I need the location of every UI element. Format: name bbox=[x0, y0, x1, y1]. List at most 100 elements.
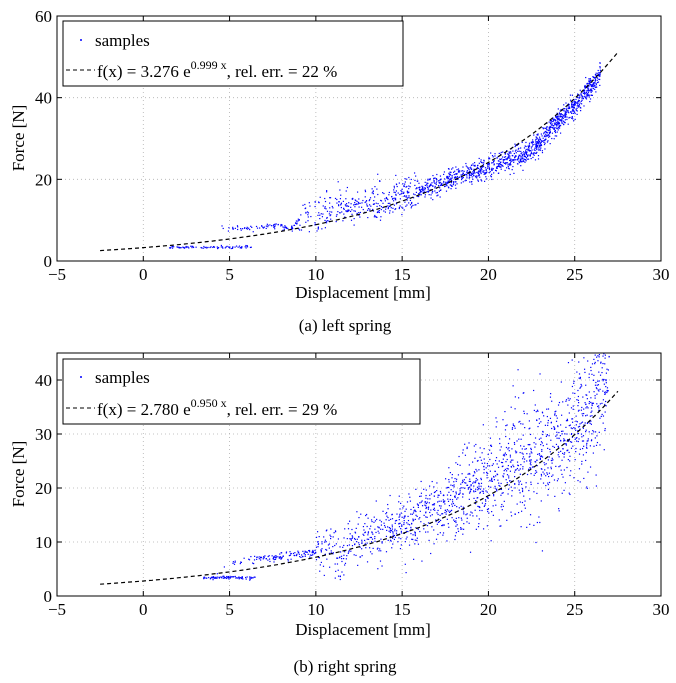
sample-point bbox=[578, 103, 581, 106]
sample-point bbox=[398, 523, 400, 525]
sample-point bbox=[591, 410, 593, 412]
sample-point bbox=[589, 88, 591, 90]
sample-point bbox=[571, 432, 573, 435]
sample-point bbox=[348, 550, 350, 552]
sample-point bbox=[339, 546, 341, 548]
sample-point bbox=[520, 156, 522, 158]
sample-point bbox=[507, 156, 509, 158]
sample-point bbox=[461, 528, 463, 530]
sample-point bbox=[507, 165, 509, 168]
sample-point bbox=[480, 159, 482, 161]
sample-point bbox=[469, 473, 471, 475]
sample-point bbox=[411, 513, 413, 515]
sample-point bbox=[341, 558, 343, 560]
sample-point bbox=[533, 409, 535, 412]
sample-point bbox=[195, 246, 197, 248]
sample-point bbox=[529, 498, 531, 500]
sample-point bbox=[543, 135, 546, 138]
sample-point bbox=[249, 576, 251, 578]
sample-point bbox=[370, 525, 372, 527]
sample-point bbox=[593, 445, 595, 447]
sample-point bbox=[476, 177, 478, 179]
sample-point bbox=[367, 538, 370, 540]
sample-point bbox=[287, 560, 289, 562]
sample-point bbox=[482, 171, 485, 173]
sample-point bbox=[577, 426, 580, 428]
sample-point bbox=[389, 531, 391, 533]
sample-point bbox=[369, 536, 371, 539]
sample-point bbox=[391, 526, 393, 528]
sample-point bbox=[505, 479, 507, 481]
sample-point bbox=[587, 93, 589, 96]
sample-point bbox=[596, 393, 598, 395]
sample-point bbox=[392, 200, 395, 202]
sample-point bbox=[252, 562, 254, 564]
sample-point bbox=[262, 227, 265, 229]
sample-point bbox=[511, 490, 513, 492]
legend-samples-label: samples bbox=[95, 368, 150, 387]
sample-point bbox=[450, 184, 452, 186]
sample-point bbox=[406, 178, 408, 180]
sample-point bbox=[403, 523, 405, 526]
sample-point bbox=[509, 162, 511, 165]
sample-point bbox=[462, 493, 464, 495]
sample-point bbox=[594, 78, 597, 80]
sample-point bbox=[307, 220, 309, 222]
sample-point bbox=[587, 94, 589, 97]
sample-point bbox=[502, 151, 504, 153]
sample-point bbox=[571, 107, 573, 109]
sample-point bbox=[414, 518, 416, 520]
sample-point bbox=[543, 143, 546, 146]
sample-point bbox=[573, 107, 575, 109]
sample-point bbox=[491, 464, 493, 467]
sample-point bbox=[297, 218, 299, 220]
sample-point bbox=[541, 442, 543, 444]
sample-point bbox=[548, 129, 551, 131]
sample-point bbox=[525, 148, 527, 151]
sample-point bbox=[259, 227, 261, 229]
sample-point bbox=[447, 498, 449, 500]
legend: samples f(x) = 3.276 e0.999 x, rel. err.… bbox=[62, 20, 404, 87]
sample-point bbox=[534, 141, 537, 143]
sample-point bbox=[543, 415, 545, 417]
sample-point bbox=[476, 171, 478, 174]
sample-point bbox=[457, 168, 460, 170]
sample-point bbox=[564, 433, 566, 435]
sample-point bbox=[308, 231, 310, 233]
sample-point bbox=[523, 504, 526, 506]
sample-point bbox=[362, 533, 364, 535]
sample-point bbox=[589, 422, 591, 424]
sample-point bbox=[398, 207, 400, 210]
sample-point bbox=[350, 538, 352, 540]
sample-point bbox=[478, 469, 480, 471]
sample-point bbox=[520, 165, 522, 167]
sample-point bbox=[466, 166, 468, 168]
sample-point bbox=[555, 435, 557, 437]
sample-point bbox=[505, 162, 507, 164]
sample-point bbox=[577, 105, 579, 107]
sample-point bbox=[338, 201, 340, 203]
sample-point bbox=[496, 489, 498, 491]
sample-point bbox=[329, 534, 331, 536]
sample-point bbox=[528, 144, 531, 146]
sample-point bbox=[398, 182, 400, 184]
sample-point bbox=[392, 543, 394, 545]
sample-point bbox=[586, 95, 588, 97]
sample-point bbox=[586, 447, 588, 449]
sample-point bbox=[565, 113, 567, 115]
sample-point bbox=[403, 185, 405, 187]
sample-point bbox=[414, 533, 416, 535]
sample-point bbox=[505, 470, 508, 472]
sample-point bbox=[559, 465, 561, 467]
sample-point bbox=[540, 144, 543, 147]
sample-point bbox=[597, 355, 599, 357]
sample-point bbox=[480, 485, 482, 487]
sample-point bbox=[563, 114, 565, 116]
sample-point bbox=[527, 158, 530, 160]
sample-point bbox=[477, 175, 479, 177]
sample-point bbox=[409, 500, 412, 502]
sample-point bbox=[529, 433, 532, 436]
sample-point bbox=[430, 197, 432, 199]
sample-point bbox=[591, 373, 593, 375]
